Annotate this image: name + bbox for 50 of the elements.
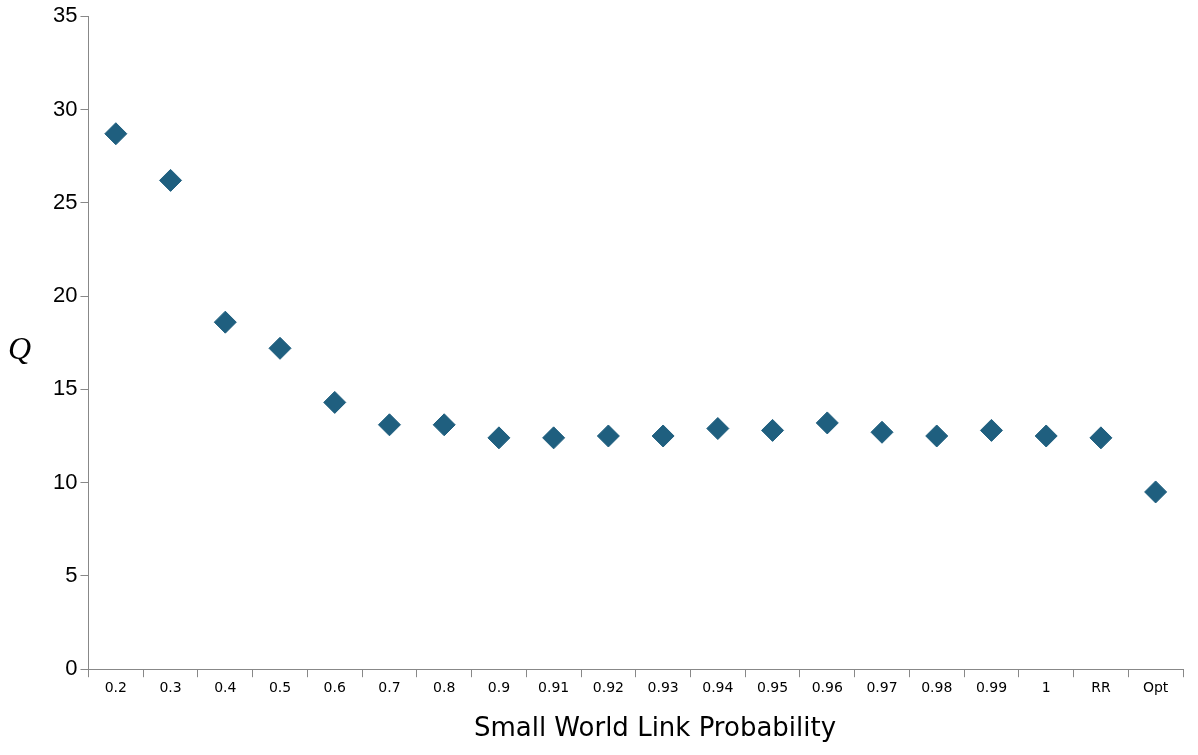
point [925,424,949,448]
point [1089,426,1113,450]
point [159,168,183,192]
point [815,411,839,435]
x-tick-label: 0.4 [214,679,237,696]
x-tick-label: 0.98 [921,679,953,696]
x-tick-label: 0.93 [647,679,679,696]
y-tick-label: 5 [65,561,78,587]
y-tick-label: 25 [52,188,78,214]
y-axis-title: Q [8,330,32,367]
point [870,420,894,444]
x-axis-title: Small World Link Probability [472,712,838,742]
point [323,390,347,414]
y-tick-label: 20 [52,282,78,308]
x-tick-label: 0.3 [159,679,182,696]
point [596,424,620,448]
x-tick-label: Opt [1142,679,1169,696]
point [268,336,292,360]
point [1144,480,1168,504]
point [651,424,675,448]
point [761,418,785,442]
x-tick-label: 0.96 [811,679,843,696]
y-tick-label: 10 [52,468,78,494]
x-tick-label: 1 [1041,679,1051,696]
x-tick-label: 0.9 [487,679,511,696]
y-tick-label: 15 [52,375,78,401]
x-tick-label: 0.6 [323,679,346,696]
point [377,413,401,437]
x-tick-label: 0.99 [975,679,1008,696]
y-tick-label: 30 [52,95,78,121]
x-tick-label: 0.94 [702,679,734,696]
x-tick-label: 0.91 [538,679,570,696]
point [1034,424,1058,448]
point [706,417,730,441]
x-tick-label: RR [1091,679,1111,696]
x-tick-label: 0.92 [592,679,624,696]
point [432,413,456,437]
x-tick-label: 0.95 [756,679,789,696]
point [213,310,237,334]
point [487,426,511,450]
x-tick-label: 0.8 [433,679,456,696]
point [979,418,1003,442]
point [542,426,566,450]
x-tick-label: 0.2 [104,679,127,696]
x-tick-label: 0.7 [378,679,401,696]
x-tick-label: 0.97 [866,679,898,696]
point [104,122,128,146]
y-tick-label: 35 [52,2,78,28]
y-tick-label: 0 [65,655,78,681]
x-tick-label: 0.5 [268,679,292,696]
